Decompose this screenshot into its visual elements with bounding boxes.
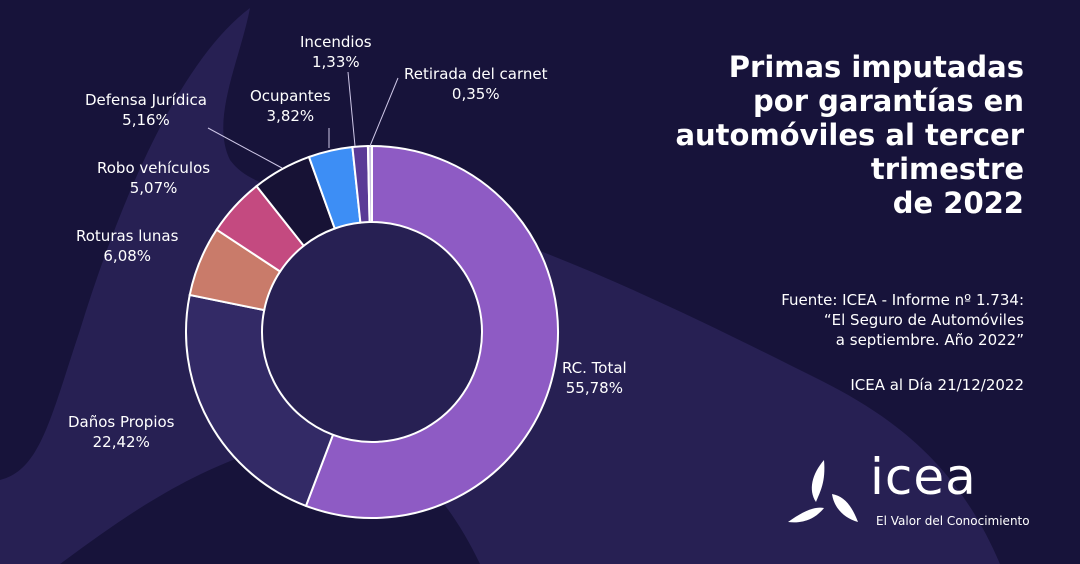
publication-date: ICEA al Día 21/12/2022 — [850, 376, 1024, 394]
label-defensa-juridica: Defensa Jurídica 5,16% — [85, 91, 207, 129]
label-retirada-carnet: Retirada del carnet 0,35% — [404, 65, 548, 103]
label-robo-vehiculos: Robo vehículos 5,07% — [97, 159, 211, 197]
logo-wordmark: icea — [870, 448, 977, 506]
icea-propeller-icon — [788, 460, 858, 523]
label-rc-total: RC. Total 55,78% — [562, 359, 627, 397]
slice-daños-propios — [185, 293, 335, 508]
slice-retirada-del-carnet — [366, 144, 373, 224]
source-note: Fuente: ICEA - Informe nº 1.734: “El Segu… — [781, 291, 1024, 349]
slice-rc-total — [304, 144, 559, 519]
leader-line-incendios — [347, 71, 356, 147]
icea-logo: icea El Valor del Conocimiento — [786, 448, 1046, 536]
leader-line-defensa — [207, 127, 283, 169]
label-ocupantes: Ocupantes 3,82% — [250, 87, 331, 125]
leader-line-retirada — [369, 77, 399, 147]
label-roturas-lunas: Roturas lunas 6,08% — [76, 227, 179, 265]
label-danos-propios: Daños Propios 22,42% — [68, 413, 175, 451]
logo-tagline: El Valor del Conocimiento — [876, 514, 1030, 528]
chart-title: Primas imputadas por garantías en automóvi… — [675, 50, 1024, 220]
label-incendios: Incendios 1,33% — [300, 33, 372, 71]
